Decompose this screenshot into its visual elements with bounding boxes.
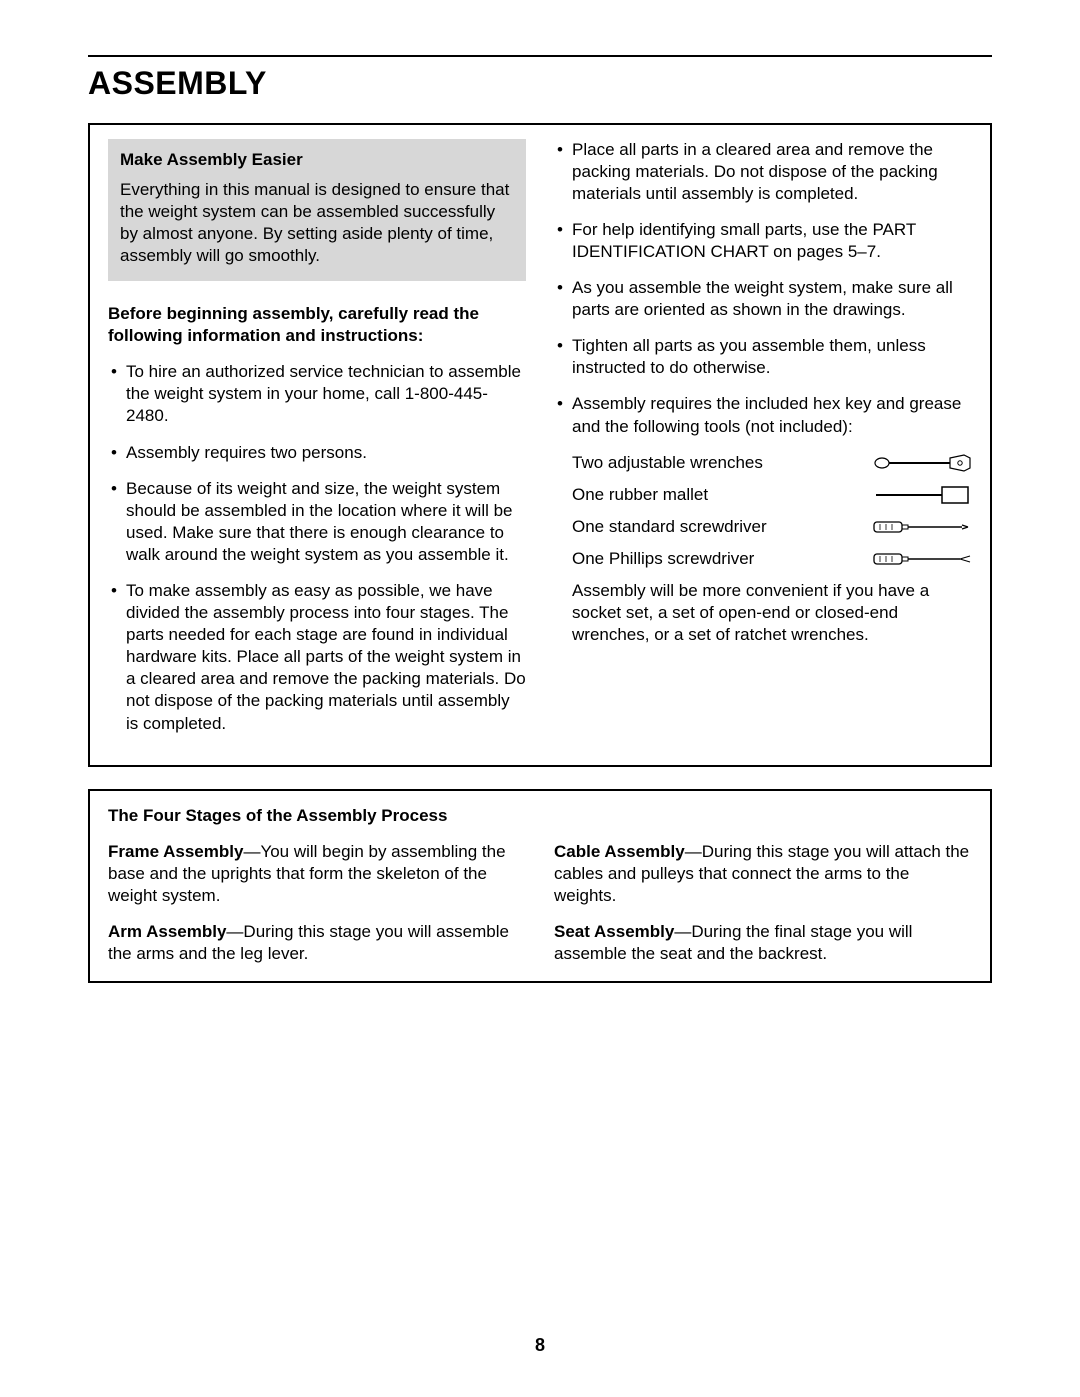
tool-label: One standard screwdriver	[572, 516, 862, 538]
callout-body: Everything in this manual is designed to…	[120, 179, 514, 267]
col-left: Make Assembly Easier Everything in this …	[108, 139, 526, 749]
phillips-screwdriver-icon	[872, 548, 972, 570]
stages-col-right: Cable Assembly—During this stage you wil…	[554, 841, 972, 965]
stages-col-left: Frame Assembly—You will begin by assembl…	[108, 841, 526, 965]
stage-cable: Cable Assembly—During this stage you wil…	[554, 841, 972, 907]
stage-name: Cable Assembly	[554, 842, 685, 861]
bullets-left: To hire an authorized service technician…	[108, 361, 526, 734]
bullet-item: For help identifying small parts, use th…	[554, 219, 972, 263]
tools-list: Two adjustable wrenches One rubber malle…	[554, 452, 972, 570]
page-title: ASSEMBLY	[88, 63, 992, 105]
tool-label: Two adjustable wrenches	[572, 452, 862, 474]
col-right: Place all parts in a cleared area and re…	[554, 139, 972, 749]
flat-screwdriver-icon	[872, 516, 972, 538]
stage-name: Seat Assembly	[554, 922, 674, 941]
stage-seat: Seat Assembly—During the final stage you…	[554, 921, 972, 965]
bullet-item: As you assemble the weight system, make …	[554, 277, 972, 321]
lead-in: Before beginning assembly, carefully rea…	[108, 303, 526, 347]
page: ASSEMBLY Make Assembly Easier Everything…	[0, 0, 1080, 983]
wrench-icon	[872, 452, 972, 474]
tool-row: One Phillips screwdriver	[572, 548, 972, 570]
bullet-item: Assembly requires the included hex key a…	[554, 393, 972, 437]
bullet-item: Tighten all parts as you assemble them, …	[554, 335, 972, 379]
tool-row: One standard screwdriver	[572, 516, 972, 538]
bullet-item: Place all parts in a cleared area and re…	[554, 139, 972, 205]
stages-heading: The Four Stages of the Assembly Process	[108, 805, 972, 827]
stage-name: Arm Assembly	[108, 922, 226, 941]
bullet-item: To hire an authorized service technician…	[108, 361, 526, 427]
closing-note: Assembly will be more convenient if you …	[554, 580, 972, 646]
callout-title: Make Assembly Easier	[120, 149, 514, 171]
bullet-item: Because of its weight and size, the weig…	[108, 478, 526, 566]
tool-row: One rubber mallet	[572, 484, 972, 506]
page-number: 8	[0, 1334, 1080, 1357]
box-stages: The Four Stages of the Assembly Process …	[88, 789, 992, 984]
bullet-item: To make assembly as easy as possible, we…	[108, 580, 526, 735]
tool-label: One rubber mallet	[572, 484, 862, 506]
mallet-icon	[872, 484, 972, 506]
stage-name: Frame Assembly	[108, 842, 243, 861]
tool-row: Two adjustable wrenches	[572, 452, 972, 474]
box-instructions: Make Assembly Easier Everything in this …	[88, 123, 992, 767]
rule-top	[88, 55, 992, 57]
stage-arm: Arm Assembly—During this stage you will …	[108, 921, 526, 965]
bullets-right: Place all parts in a cleared area and re…	[554, 139, 972, 438]
callout-make-easier: Make Assembly Easier Everything in this …	[108, 139, 526, 281]
bullet-item: Assembly requires two persons.	[108, 442, 526, 464]
stage-frame: Frame Assembly—You will begin by assembl…	[108, 841, 526, 907]
tool-label: One Phillips screwdriver	[572, 548, 862, 570]
